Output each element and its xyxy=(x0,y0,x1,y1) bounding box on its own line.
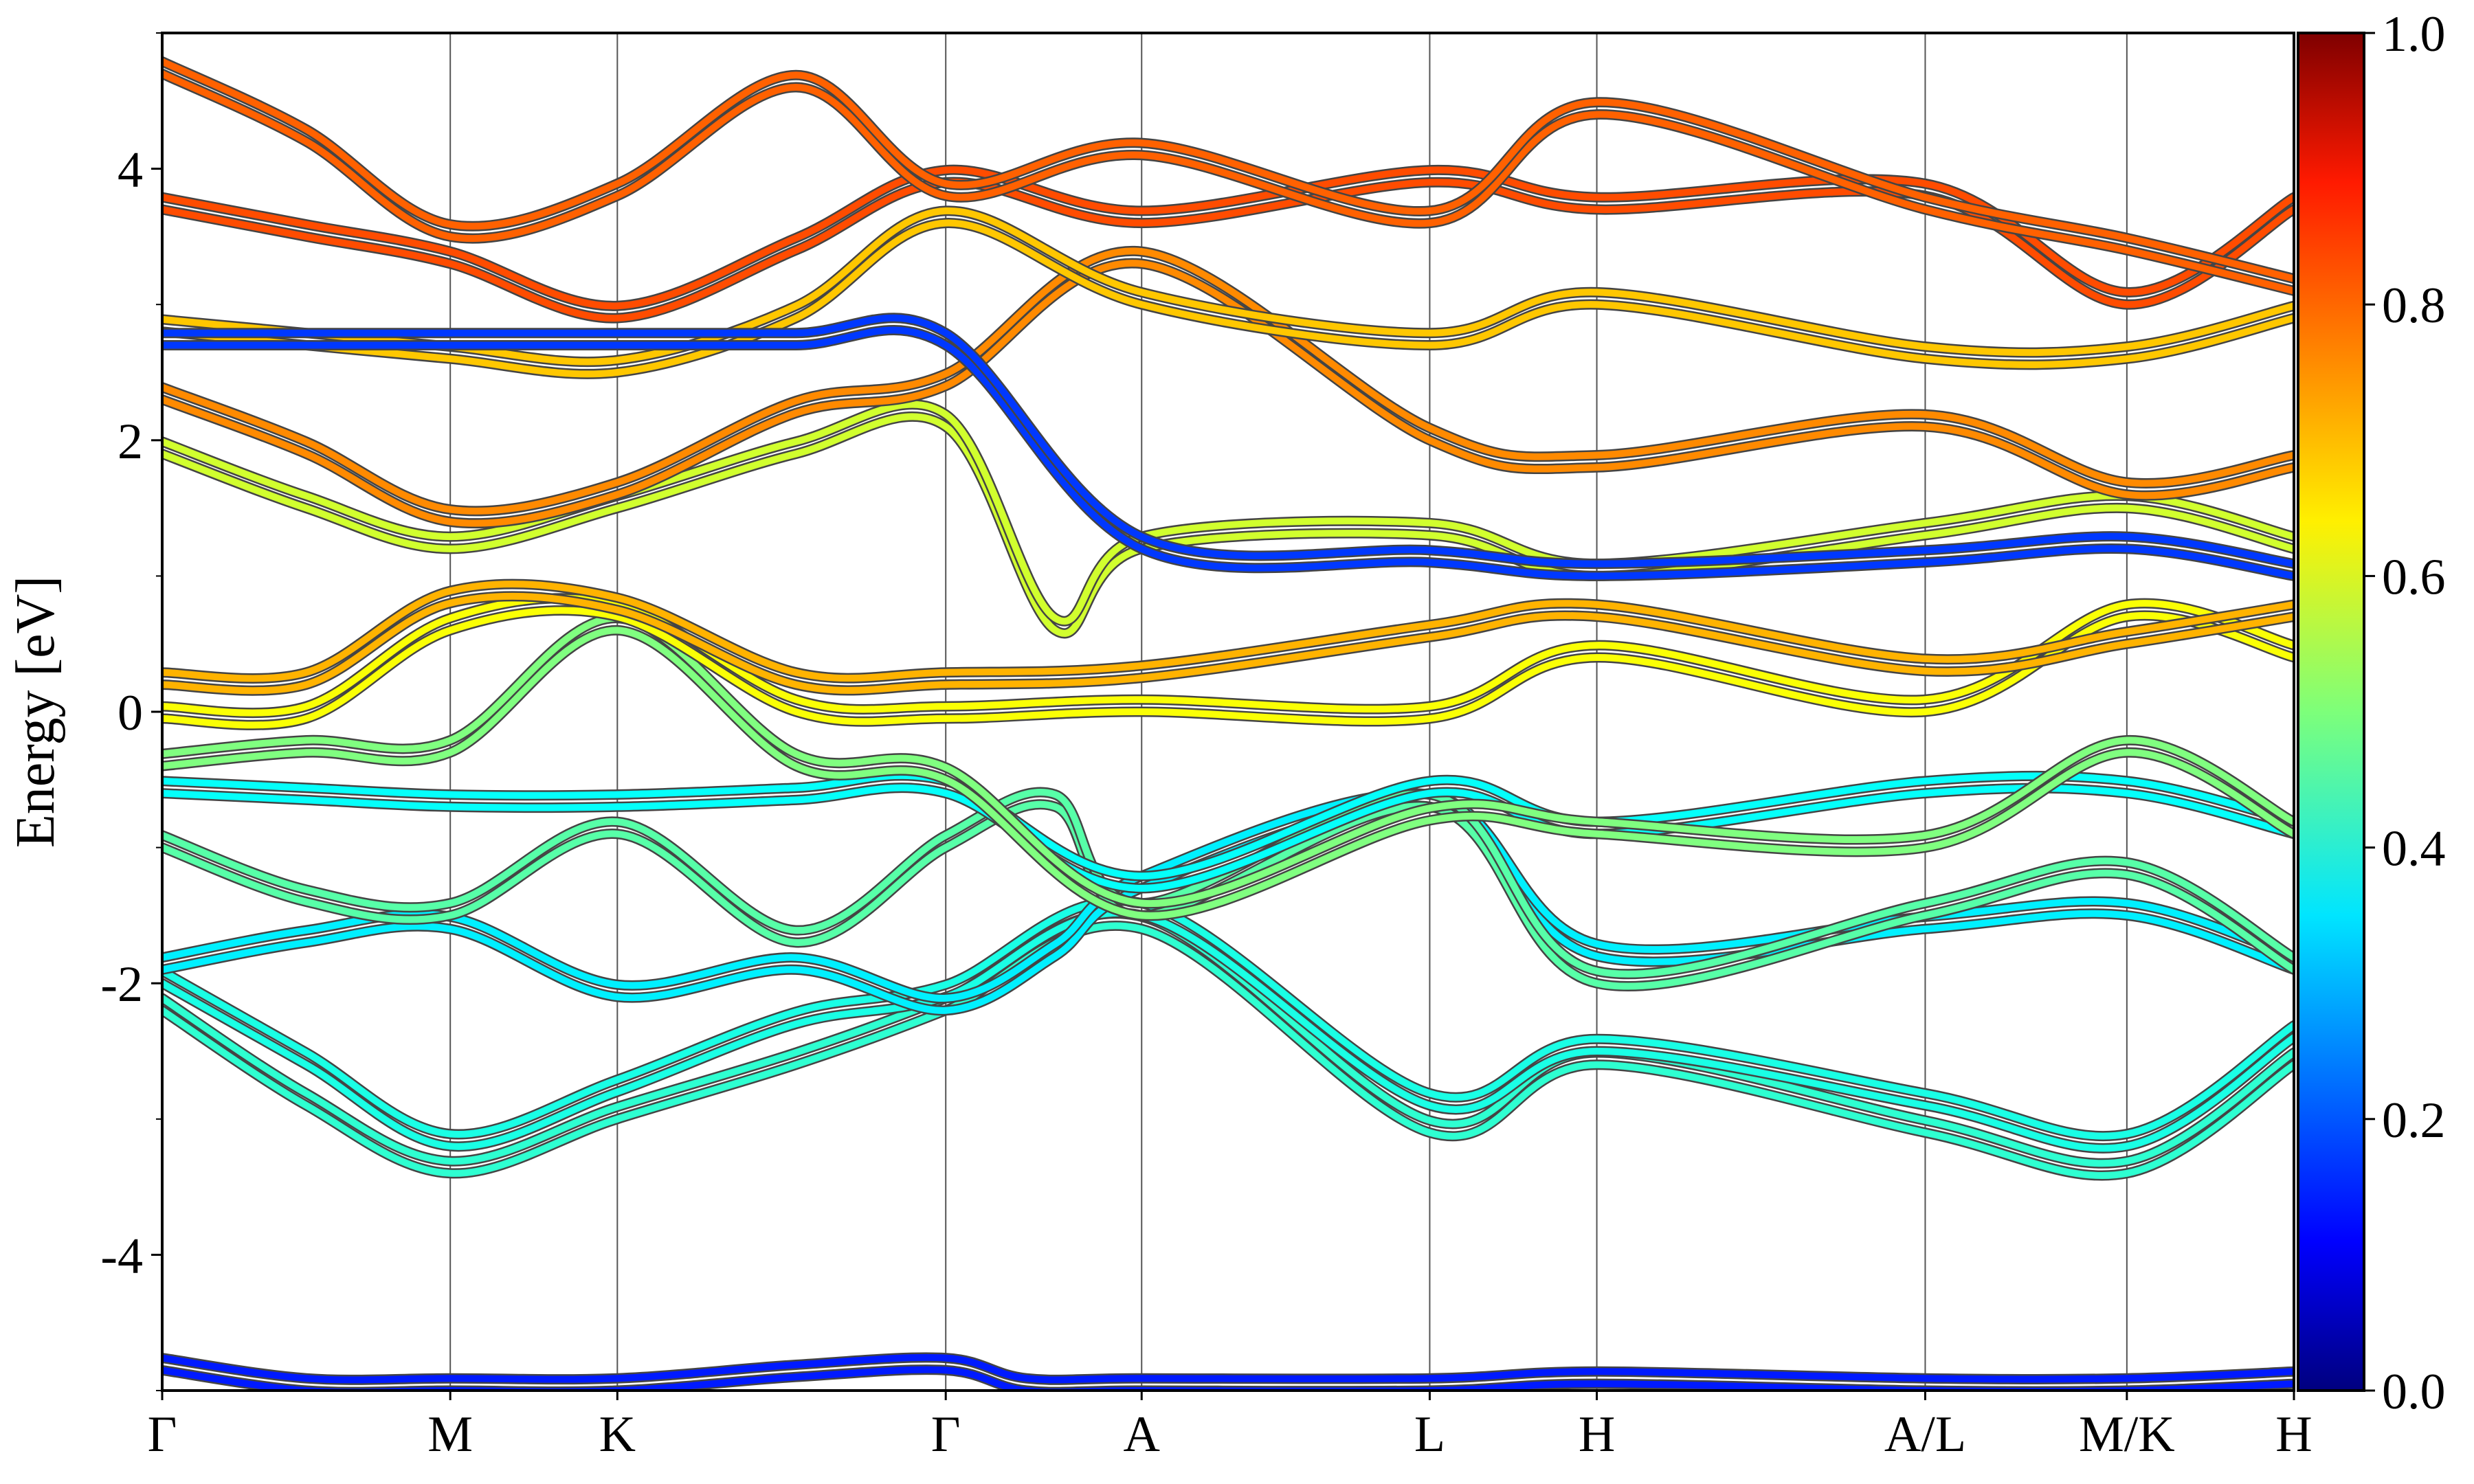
x-tick-label: Γ xyxy=(148,1406,177,1463)
x-axis: Γ M K Γ A L H A/L M/K H xyxy=(148,1391,2313,1463)
y-axis-title: Energy [eV] xyxy=(5,576,66,848)
band-line xyxy=(162,627,2294,919)
colorbar-tick-label: 0.2 xyxy=(2382,1092,2446,1149)
y-axis: -4 -2 0 2 4 xyxy=(100,32,162,1391)
x-tick-label: M/K xyxy=(2079,1406,2175,1463)
band-line xyxy=(162,178,2294,322)
band-line xyxy=(162,413,2294,637)
band-line xyxy=(162,772,2294,880)
colorbar xyxy=(2297,32,2365,1392)
colorbar-tick-label: 1.0 xyxy=(2382,6,2446,63)
band-line xyxy=(162,802,2294,1014)
band-line xyxy=(162,607,2294,729)
band-line xyxy=(162,219,2294,378)
band-line xyxy=(162,1353,2294,1384)
colorbar-tick-label: 0.4 xyxy=(2382,821,2446,877)
band-line xyxy=(162,594,2294,717)
y-tick-label: -4 xyxy=(100,1228,143,1284)
x-tick-label: A xyxy=(1124,1406,1160,1463)
y-tick-label: 4 xyxy=(118,142,143,199)
band-line xyxy=(162,581,2294,682)
y-tick-label: 2 xyxy=(118,414,143,470)
band-lines xyxy=(162,56,2294,1391)
x-tick-label: H xyxy=(1579,1406,1615,1463)
y-tick-label: 0 xyxy=(118,685,143,741)
x-tick-label: K xyxy=(599,1406,636,1463)
band-line xyxy=(162,314,2294,567)
x-tick-label: H xyxy=(2275,1406,2312,1463)
x-tick-label: L xyxy=(1414,1406,1445,1463)
x-tick-label: Γ xyxy=(931,1406,961,1463)
band-line xyxy=(162,922,2294,1179)
band-line xyxy=(162,260,2294,527)
colorbar-ticks: 0.0 0.2 0.4 0.6 0.8 1.0 xyxy=(2364,6,2446,1420)
band-line xyxy=(162,247,2294,515)
x-tick-label: M xyxy=(427,1406,473,1463)
band-line xyxy=(162,166,2294,310)
band-line xyxy=(162,70,2294,295)
x-tick-label: A/L xyxy=(1884,1406,1966,1463)
band-line xyxy=(162,401,2294,625)
colorbar-tick-label: 0.8 xyxy=(2382,278,2446,334)
band-line xyxy=(162,784,2294,892)
band-line xyxy=(162,58,2294,282)
colorbar-tick-label: 0.0 xyxy=(2382,1364,2446,1420)
band-line xyxy=(162,614,2294,908)
y-tick-label: -2 xyxy=(100,956,143,1013)
colorbar-tick-label: 0.6 xyxy=(2382,549,2446,605)
band-line xyxy=(162,592,2294,695)
band-line xyxy=(162,326,2294,580)
